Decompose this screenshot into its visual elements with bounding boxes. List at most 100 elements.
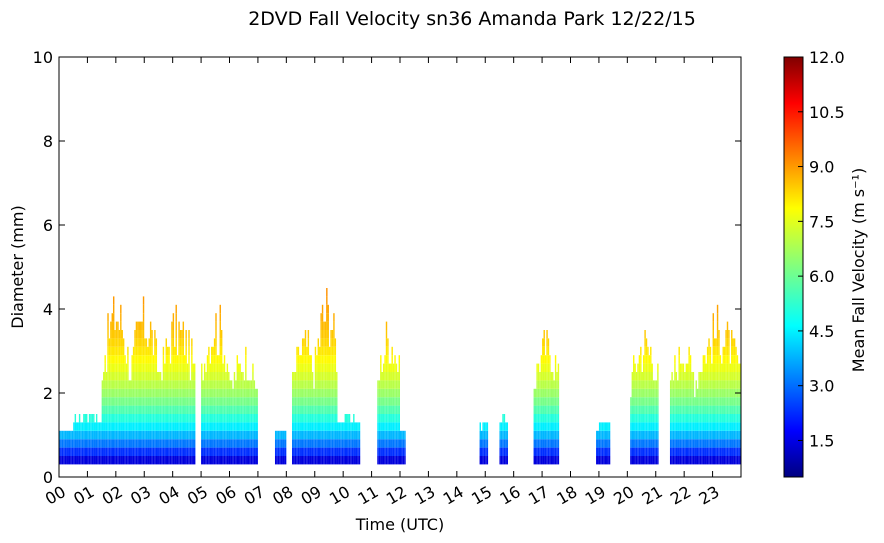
heatmap-cell: [320, 372, 322, 381]
heatmap-cell: [219, 338, 221, 347]
heatmap-cell: [114, 330, 116, 339]
heatmap-cell: [191, 414, 193, 423]
heatmap-cell: [733, 456, 736, 465]
heatmap-cell: [301, 346, 304, 356]
heatmap-cell: [685, 422, 688, 431]
heatmap-cell: [137, 414, 139, 423]
heatmap-cell: [250, 388, 253, 398]
heatmap-cell: [731, 388, 733, 398]
heatmap-cell: [391, 380, 393, 389]
heatmap-cell: [708, 439, 710, 448]
heatmap-cell: [702, 388, 705, 398]
heatmap-cell: [334, 380, 337, 389]
heatmap-cell: [635, 447, 638, 456]
heatmap-cell: [648, 439, 651, 448]
heatmap-cell: [692, 372, 695, 381]
heatmap-cell: [115, 355, 118, 364]
x-tick-label: 08: [269, 482, 296, 509]
heatmap-cell: [542, 430, 544, 440]
heatmap-cell: [722, 430, 724, 440]
heatmap-cell: [650, 355, 652, 364]
heatmap-cell: [205, 439, 207, 448]
heatmap-cell: [502, 430, 504, 440]
heatmap-cell: [191, 456, 193, 465]
heatmap-cell: [238, 380, 240, 389]
heatmap-cell: [391, 456, 393, 465]
heatmap-cell: [733, 346, 736, 356]
heatmap-cell: [652, 405, 655, 414]
heatmap-cell: [186, 397, 189, 406]
heatmap-cell: [395, 439, 398, 448]
heatmap-cell: [296, 439, 298, 448]
heatmap-cell: [651, 422, 653, 431]
heatmap-cell: [115, 397, 118, 406]
heatmap-cell: [225, 397, 227, 406]
heatmap-cell: [331, 380, 334, 389]
heatmap-cell: [540, 380, 543, 389]
heatmap-cell: [671, 397, 673, 406]
heatmap-cell: [120, 447, 122, 456]
heatmap-cell: [155, 380, 158, 389]
heatmap-cell: [310, 430, 312, 440]
heatmap-cell: [245, 405, 247, 414]
heatmap-cell: [292, 414, 294, 423]
heatmap-cell: [223, 355, 226, 364]
heatmap-cell: [701, 414, 703, 423]
y-tick-label: 10: [33, 48, 53, 67]
heatmap-cell: [736, 422, 739, 431]
heatmap-cell: [225, 456, 227, 465]
heatmap-cell: [712, 414, 714, 423]
heatmap-cell: [401, 430, 403, 440]
heatmap-cell: [638, 439, 641, 448]
heatmap-cell: [91, 430, 94, 440]
heatmap-cell: [543, 346, 545, 356]
heatmap-cell: [483, 430, 486, 440]
heatmap-cell: [208, 414, 210, 423]
heatmap-cell: [135, 338, 138, 347]
heatmap-cell: [552, 380, 554, 389]
heatmap-cell: [319, 355, 321, 364]
heatmap-cell: [233, 439, 236, 448]
heatmap-cell: [175, 430, 177, 440]
heatmap-cell: [630, 447, 632, 456]
heatmap-cell: [353, 422, 355, 431]
heatmap-cell: [112, 338, 115, 347]
heatmap-cell: [323, 372, 325, 381]
heatmap-cell: [59, 456, 61, 465]
heatmap-cell: [482, 422, 484, 431]
heatmap-cell: [94, 430, 96, 440]
heatmap-cell: [343, 430, 345, 440]
x-tick-label: 12: [383, 482, 410, 509]
heatmap-cell: [348, 439, 351, 448]
heatmap-cell: [712, 439, 714, 448]
heatmap-cell: [715, 422, 717, 431]
heatmap-cell: [722, 380, 724, 389]
heatmap-cell: [147, 372, 149, 381]
heatmap-cell: [166, 346, 169, 356]
heatmap-cell: [164, 422, 166, 431]
heatmap-cell: [147, 447, 149, 456]
heatmap-cell: [122, 380, 125, 389]
heatmap-cell: [240, 414, 243, 423]
heatmap-cell: [138, 397, 140, 406]
heatmap-cell: [301, 338, 304, 347]
heatmap-cell: [134, 330, 136, 339]
heatmap-cell: [694, 439, 696, 448]
heatmap-cell: [306, 372, 308, 381]
heatmap-cell: [229, 456, 231, 465]
heatmap-cell: [203, 430, 206, 440]
heatmap-cell: [127, 397, 129, 406]
heatmap-cell: [115, 447, 118, 456]
heatmap-cell: [714, 405, 716, 414]
heatmap-cell: [597, 430, 599, 440]
heatmap-cell: [704, 355, 706, 364]
heatmap-cell: [638, 405, 641, 414]
heatmap-cell: [182, 430, 185, 440]
heatmap-cell: [168, 380, 170, 389]
heatmap-cell: [500, 439, 503, 448]
heatmap-cell: [601, 456, 604, 465]
heatmap-cell: [550, 405, 553, 414]
heatmap-cell: [219, 456, 221, 465]
heatmap-cell: [544, 439, 547, 448]
heatmap-cell: [642, 414, 645, 423]
